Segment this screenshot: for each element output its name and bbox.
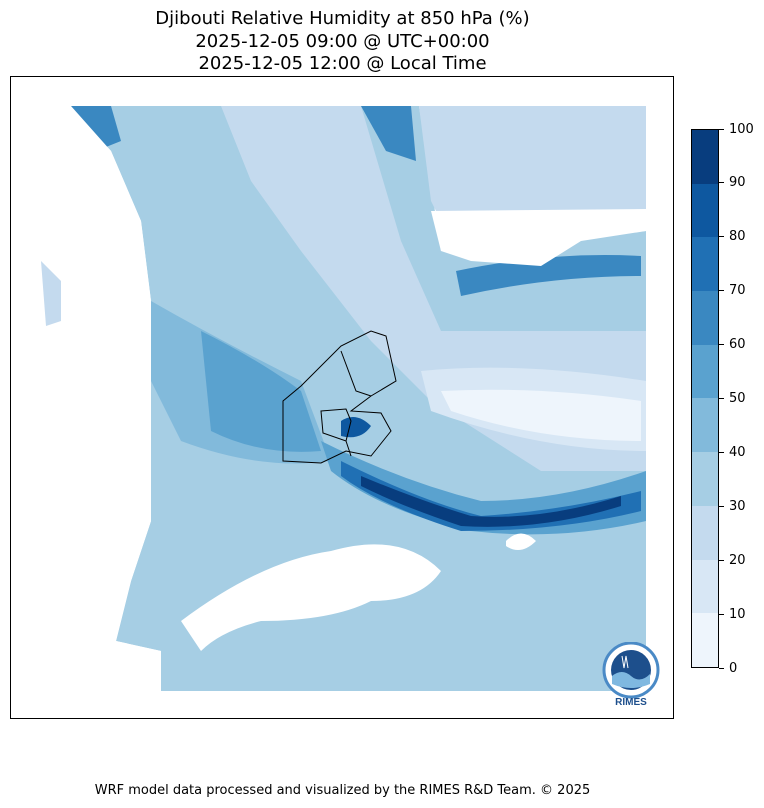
colorbar-band-20 (692, 505, 718, 560)
colorbar-tick: 40 (719, 445, 746, 460)
djibouti-border (282, 330, 397, 464)
colorbar-band-40 (692, 398, 718, 453)
colorbar-band-90 (692, 129, 718, 184)
colorbar-tick: 80 (719, 229, 746, 244)
contour-level-60-n (361, 106, 416, 161)
contour-level-0 (441, 389, 641, 441)
title-line-3: 2025-12-05 12:00 @ Local Time (198, 53, 487, 74)
colorbar-tick: 0 (719, 661, 737, 676)
contour-level-60-ne (456, 255, 641, 296)
colorbar-band-70 (692, 237, 718, 292)
isolated-patch-west (41, 261, 61, 326)
colorbar-band-80 (692, 183, 718, 238)
colorbar-tick: 60 (719, 337, 746, 352)
colorbar-band-30 (692, 452, 718, 506)
contour-level-90-band (361, 476, 621, 527)
no-data-region-ne (431, 209, 646, 266)
colorbar-tick: 90 (719, 175, 746, 190)
colorbar-tick: 50 (719, 391, 746, 406)
colorbar-band-50 (692, 344, 718, 399)
title-line-2: 2025-12-05 09:00 @ UTC+00:00 (195, 31, 490, 52)
colorbar-tick: 20 (719, 553, 746, 568)
map-axes (10, 76, 674, 719)
rimes-logo: RIMES (602, 642, 660, 708)
no-data-hole (506, 533, 536, 550)
humidity-contour-map (11, 77, 673, 718)
no-data-border (11, 77, 673, 718)
colorbar-band-0 (692, 613, 718, 667)
colorbar-tick: 70 (719, 283, 746, 298)
logo-text: RIMES (615, 697, 647, 708)
contour-level-20-north (419, 106, 646, 241)
colorbar-tick: 100 (719, 122, 754, 137)
colorbar-tick: 30 (719, 499, 746, 514)
colorbar-tick: 10 (719, 607, 746, 622)
region-border (345, 440, 352, 457)
no-data-region-south (181, 544, 441, 651)
title-line-1: Djibouti Relative Humidity at 850 hPa (%… (155, 8, 530, 29)
colorbar (691, 129, 719, 668)
footer-credit: WRF model data processed and visualized … (94, 783, 591, 798)
contour-level-50-west (201, 331, 321, 452)
region-border (340, 350, 372, 397)
contour-level-60-nw (71, 106, 121, 151)
region-border (320, 408, 352, 442)
colorbar-band-10 (692, 559, 718, 614)
colorbar-band-60 (692, 291, 718, 345)
